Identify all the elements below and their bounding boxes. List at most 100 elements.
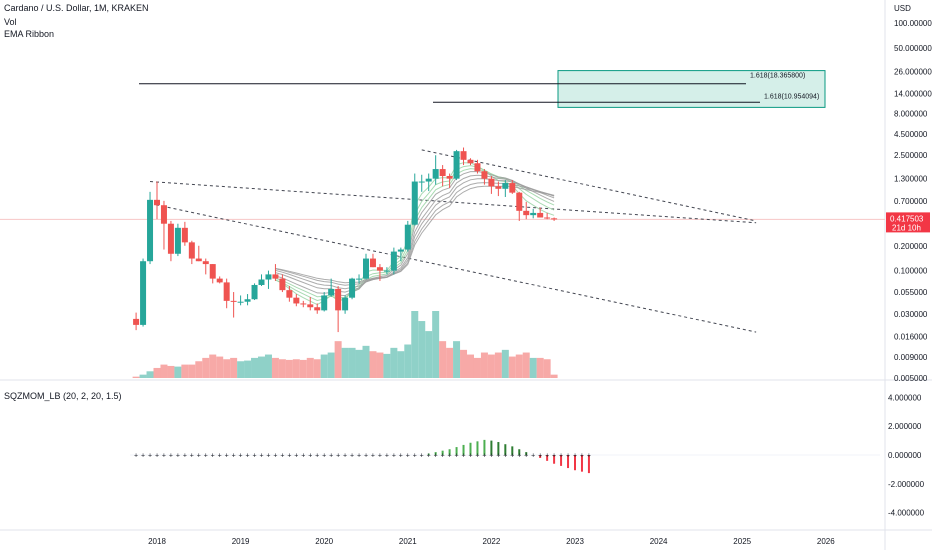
volume-bar bbox=[146, 371, 154, 378]
volume-bar bbox=[369, 351, 377, 378]
volume-bar bbox=[515, 354, 523, 378]
candle-body bbox=[418, 181, 425, 183]
osc-tick-label: 4.000000 bbox=[888, 393, 922, 402]
squeeze-momentum-histogram: + + + + + + + + + + + + + + + + + + + + + + + + + + + + + + + + + + + + + + + +… bbox=[130, 439, 880, 474]
squeeze-dot: + bbox=[434, 453, 438, 460]
candle-body bbox=[321, 295, 328, 311]
time-tick-label: 2022 bbox=[483, 537, 501, 546]
candle-body bbox=[390, 251, 397, 271]
squeeze-dot: + bbox=[510, 453, 514, 460]
volume-bar bbox=[508, 356, 516, 378]
volume-bar bbox=[543, 359, 551, 378]
volume-bar bbox=[188, 364, 196, 378]
squeeze-dot: + bbox=[427, 453, 431, 460]
squeeze-dot: + bbox=[392, 453, 396, 460]
squeeze-dot: + bbox=[552, 453, 556, 460]
candle-body bbox=[328, 288, 335, 296]
volume-bar bbox=[529, 357, 537, 378]
squeeze-dot: + bbox=[280, 453, 284, 460]
squeeze-dot: + bbox=[538, 453, 542, 460]
candle-body bbox=[258, 279, 265, 285]
volume-bar bbox=[446, 347, 454, 378]
candle-body bbox=[446, 176, 453, 179]
candle-body bbox=[230, 300, 237, 302]
time-tick-label: 2024 bbox=[650, 537, 668, 546]
price-tick-label: 26.000000 bbox=[894, 67, 932, 76]
candle-body bbox=[223, 282, 230, 301]
volume-bar bbox=[376, 352, 384, 378]
candle-body bbox=[432, 169, 439, 179]
volume-bar bbox=[181, 364, 189, 378]
price-tick-label: 0.700000 bbox=[894, 197, 928, 206]
candle-body bbox=[293, 297, 300, 304]
price-tick-label: 0.009000 bbox=[894, 353, 928, 362]
candle-body bbox=[369, 258, 376, 268]
candle-body bbox=[349, 278, 356, 298]
volume-bar bbox=[132, 376, 140, 378]
volume-bar bbox=[216, 356, 224, 378]
squeeze-dot: + bbox=[455, 453, 459, 460]
squeeze-dot: + bbox=[482, 453, 486, 460]
volume-bar bbox=[251, 357, 259, 378]
squeeze-dot: + bbox=[559, 453, 563, 460]
currency-label: USD bbox=[894, 4, 911, 13]
volume-bar bbox=[244, 360, 252, 378]
squeeze-dot: + bbox=[496, 453, 500, 460]
price-tick-label: 0.200000 bbox=[894, 242, 928, 251]
candle-body bbox=[251, 284, 258, 300]
time-tick-label: 2018 bbox=[148, 537, 166, 546]
candle-body bbox=[272, 274, 279, 279]
candle-body bbox=[551, 218, 558, 220]
volume-bar bbox=[167, 365, 175, 378]
candle-body bbox=[376, 267, 383, 271]
ema-ribbon-legend[interactable]: EMA Ribbon bbox=[4, 29, 55, 39]
volume-bar bbox=[306, 357, 314, 378]
squeeze-dot: + bbox=[336, 453, 340, 460]
candle-body bbox=[356, 278, 363, 280]
candle-body bbox=[195, 258, 202, 262]
candle-body bbox=[133, 318, 140, 325]
price-tick-label: 2.500000 bbox=[894, 151, 928, 160]
price-tick-label: 8.000000 bbox=[894, 110, 928, 119]
squeeze-dot: + bbox=[399, 453, 403, 460]
price-tick-label: 4.500000 bbox=[894, 130, 928, 139]
squeeze-dot: + bbox=[322, 453, 326, 460]
volume-bar bbox=[174, 366, 182, 378]
sqzmom-legend[interactable]: SQZMOM_LB (20, 2, 20, 1.5) bbox=[4, 391, 122, 401]
price-tick-label: 50.000000 bbox=[894, 44, 932, 53]
candle-body bbox=[181, 227, 188, 243]
candle-body bbox=[467, 159, 474, 164]
squeeze-dot: + bbox=[148, 453, 152, 460]
candle-body bbox=[300, 303, 307, 305]
candle-body bbox=[188, 242, 195, 259]
candle-body bbox=[216, 278, 223, 283]
osc-tick-label: -2.000000 bbox=[888, 480, 925, 489]
candlesticks[interactable] bbox=[133, 147, 558, 333]
candle-body bbox=[286, 290, 293, 298]
candle-body bbox=[202, 261, 209, 265]
candle-body bbox=[439, 169, 446, 177]
fib-target-zone bbox=[557, 70, 826, 108]
time-tick-label: 2021 bbox=[399, 537, 417, 546]
volume-bar bbox=[160, 364, 168, 378]
dashed-trendline bbox=[149, 203, 757, 333]
candle-body bbox=[174, 227, 181, 254]
candle-body bbox=[363, 258, 369, 279]
volume-bar bbox=[473, 357, 481, 378]
volume-bar bbox=[285, 359, 293, 378]
candle-body bbox=[167, 223, 174, 254]
volume-legend[interactable]: Vol bbox=[4, 17, 17, 27]
time-tick-label: 2025 bbox=[733, 537, 751, 546]
candle-body bbox=[523, 210, 530, 216]
squeeze-dot: + bbox=[259, 453, 263, 460]
candle-body bbox=[209, 264, 216, 279]
fibonacci-extension[interactable]: 1.618(18.365800) 1.618(10.954094) bbox=[139, 70, 826, 108]
candle-body bbox=[537, 212, 544, 218]
squeeze-dot: + bbox=[134, 453, 138, 460]
volume-bar bbox=[411, 311, 419, 378]
squeeze-dot: + bbox=[413, 453, 417, 460]
price-tick-label: 0.005000 bbox=[894, 374, 928, 383]
squeeze-dot: + bbox=[176, 453, 180, 460]
osc-tick-label: 2.000000 bbox=[888, 422, 922, 431]
